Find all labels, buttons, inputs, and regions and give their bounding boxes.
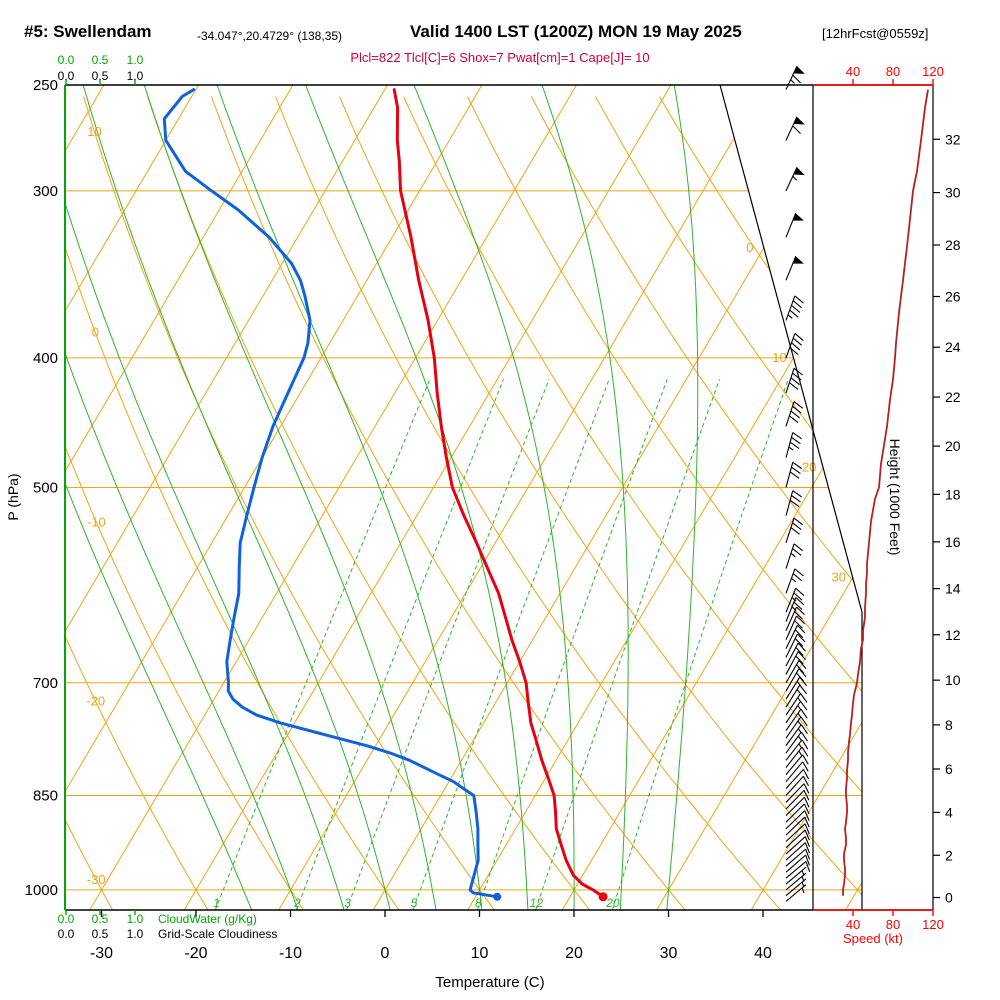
- svg-text:400: 400: [33, 350, 58, 367]
- svg-text:10: 10: [945, 672, 961, 688]
- svg-text:1.0: 1.0: [127, 912, 144, 926]
- svg-text:1: 1: [213, 896, 220, 910]
- svg-text:20: 20: [605, 896, 620, 910]
- svg-text:500: 500: [33, 479, 58, 496]
- svg-text:0.0: 0.0: [58, 927, 75, 941]
- svg-text:120: 120: [922, 917, 944, 932]
- svg-text:30: 30: [945, 185, 961, 201]
- svg-text:-20: -20: [184, 945, 207, 962]
- svg-text:850: 850: [33, 788, 58, 805]
- svg-text:24: 24: [945, 339, 961, 355]
- svg-text:3: 3: [344, 896, 351, 910]
- svg-text:0.0: 0.0: [58, 912, 75, 926]
- svg-text:5: 5: [411, 896, 418, 910]
- svg-text:16: 16: [945, 534, 961, 550]
- svg-text:14: 14: [945, 581, 961, 597]
- svg-text:4: 4: [945, 804, 953, 820]
- svg-text:8: 8: [945, 717, 953, 733]
- surface-temperature-dot: [598, 892, 608, 902]
- svg-text:30: 30: [832, 570, 846, 585]
- svg-text:1000: 1000: [25, 882, 58, 899]
- svg-text:Speed (kt): Speed (kt): [843, 931, 903, 946]
- svg-text:0.0: 0.0: [58, 53, 75, 67]
- svg-text:Temperature (C): Temperature (C): [435, 974, 544, 991]
- svg-text:26: 26: [945, 289, 961, 305]
- svg-text:10: 10: [87, 124, 101, 139]
- svg-text:0.5: 0.5: [92, 53, 109, 67]
- svg-text:80: 80: [886, 64, 900, 79]
- svg-text:0.5: 0.5: [92, 69, 109, 83]
- svg-text:-30: -30: [90, 945, 113, 962]
- svg-text:P (hPa): P (hPa): [5, 473, 21, 520]
- wind-speed-curve: [842, 89, 929, 896]
- svg-text:28: 28: [945, 237, 961, 253]
- svg-text:12: 12: [530, 896, 544, 910]
- svg-text:10: 10: [471, 945, 489, 962]
- svg-text:-30: -30: [87, 872, 106, 887]
- svg-text:250: 250: [33, 77, 58, 94]
- svg-text:0.5: 0.5: [92, 912, 109, 926]
- svg-text:32: 32: [945, 131, 961, 147]
- forecast-tag: [12hrFcst@0559z]: [822, 26, 929, 41]
- svg-text:12: 12: [945, 627, 961, 643]
- svg-text:6: 6: [945, 761, 953, 777]
- svg-text:0: 0: [945, 890, 953, 906]
- svg-text:2: 2: [293, 896, 301, 910]
- svg-text:40: 40: [754, 945, 772, 962]
- svg-text:700: 700: [33, 675, 58, 692]
- page-title: #5: Swellendam: [24, 22, 152, 41]
- valid-time: Valid 1400 LST (1200Z) MON 19 May 2025: [410, 22, 742, 41]
- svg-text:1.0: 1.0: [127, 53, 144, 67]
- svg-text:Grid-Scale Cloudiness: Grid-Scale Cloudiness: [158, 927, 277, 941]
- wind-barbs: [785, 65, 811, 902]
- svg-text:0: 0: [381, 945, 390, 962]
- svg-text:300: 300: [33, 183, 58, 200]
- skewt-grid: [65, 85, 862, 910]
- temperature-curve: [392, 88, 605, 899]
- svg-text:2: 2: [945, 847, 953, 863]
- svg-text:20: 20: [565, 945, 583, 962]
- svg-text:-10: -10: [279, 945, 302, 962]
- svg-text:40: 40: [846, 64, 860, 79]
- svg-text:CloudWater (g/Kg): CloudWater (g/Kg): [158, 912, 257, 926]
- svg-text:20: 20: [802, 460, 816, 475]
- svg-text:20: 20: [945, 438, 961, 454]
- station-coordinates: -34.047°,20.4729° (138,35): [197, 29, 343, 43]
- svg-text:0: 0: [746, 240, 753, 255]
- svg-text:1.0: 1.0: [127, 927, 144, 941]
- svg-text:18: 18: [945, 486, 961, 502]
- svg-text:8: 8: [475, 896, 482, 910]
- svg-text:-20: -20: [86, 694, 105, 709]
- surface-dewpoint-dot: [493, 892, 502, 901]
- svg-text:-10: -10: [87, 514, 106, 529]
- svg-text:Height (1000 Feet): Height (1000 Feet): [887, 439, 903, 556]
- svg-text:80: 80: [886, 917, 900, 932]
- svg-text:0: 0: [92, 325, 99, 340]
- dewpoint-curve: [162, 88, 499, 899]
- sounding-parameters: Plcl=822 Tlcl[C]=6 Shox=7 Pwat[cm]=1 Cap…: [350, 50, 650, 65]
- svg-text:10: 10: [772, 350, 786, 365]
- svg-text:22: 22: [945, 389, 961, 405]
- svg-text:0.5: 0.5: [92, 927, 109, 941]
- svg-text:120: 120: [922, 64, 944, 79]
- svg-text:40: 40: [846, 917, 860, 932]
- svg-text:1.0: 1.0: [127, 69, 144, 83]
- svg-text:0.0: 0.0: [58, 69, 75, 83]
- svg-text:30: 30: [660, 945, 678, 962]
